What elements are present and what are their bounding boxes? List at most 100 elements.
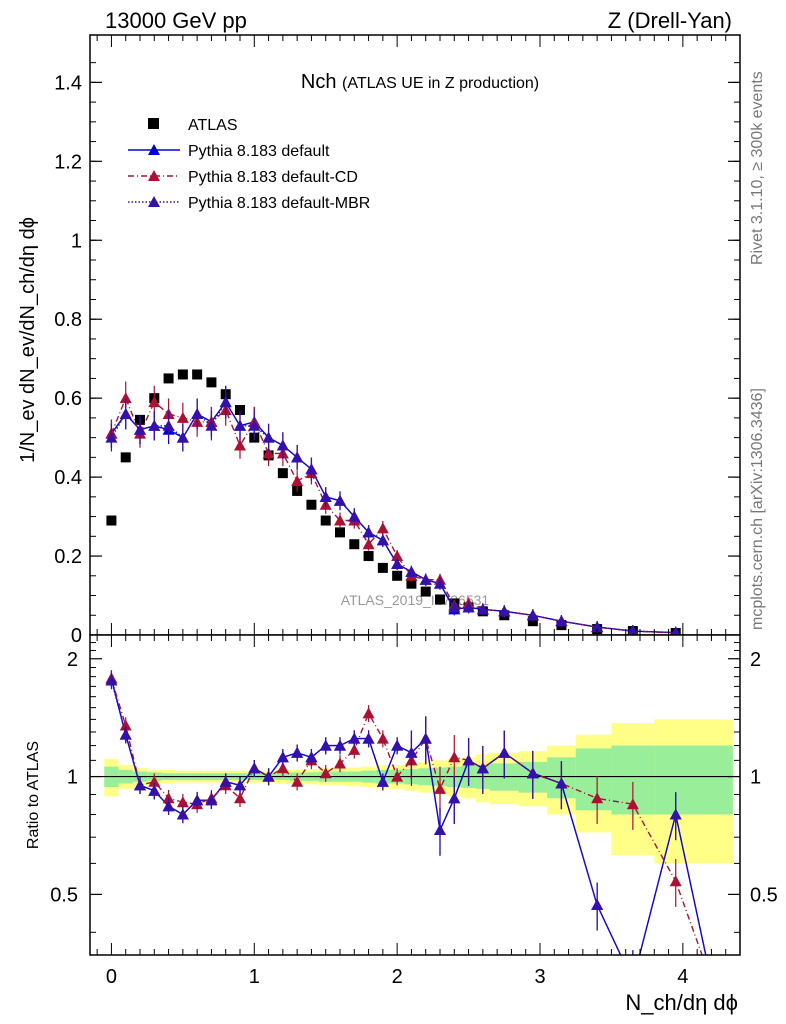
ratio-point-mbr: [526, 767, 539, 779]
ratio-point-mbr: [248, 762, 261, 774]
ratio-point-mbr: [219, 775, 232, 787]
x-tick-label: 0: [106, 966, 117, 988]
mc-data-point-mbr: [462, 601, 475, 613]
x-tick-label: 2: [392, 966, 403, 988]
mc-data-point-cd: [176, 411, 189, 423]
mc-data-point-mbr: [448, 601, 461, 613]
mc-data-point-mbr: [234, 419, 246, 431]
mc-data-point-cd: [234, 439, 246, 451]
mc-data-point-mbr: [176, 431, 189, 443]
atlas-data-point: [349, 539, 360, 550]
x-tick-label: 3: [534, 966, 545, 988]
ratio-point-mbr: [405, 746, 418, 758]
mc-data-point-mbr: [405, 565, 418, 577]
mc-data-point-mbr: [291, 451, 304, 463]
ratio-point-mbr: [462, 754, 475, 766]
mcplots-label: mcplots.cern.ch [arXiv:1306.3436]: [749, 388, 766, 630]
legend-marker: [148, 118, 159, 129]
mc-data-point-cd: [291, 475, 304, 487]
atlas-data-point: [406, 578, 417, 589]
main-y-tick-label: 1.4: [54, 72, 82, 94]
ratio-line-mbr: [110, 680, 707, 955]
header-process: Z (Drell-Yan): [608, 8, 732, 33]
ratio-series-mbr: [105, 672, 707, 955]
mc-data-point-mbr: [591, 621, 604, 633]
mc-data-point-cd: [334, 514, 346, 526]
x-tick-label: 4: [677, 966, 688, 988]
ratio-point-cd: [348, 743, 361, 755]
legend-label: Pythia 8.183 default-MBR: [188, 195, 370, 212]
mc-data-point-cd: [262, 447, 275, 459]
ratio-point-mbr: [276, 751, 289, 763]
mc-data-point-mbr: [334, 494, 346, 506]
mc-data-point-mbr: [348, 510, 361, 522]
mc-data-point-cd: [376, 522, 389, 534]
ratio-panel: 0.5 0.5 1 1 2 2 0 1 2 3 4 Ratio to ATLAS N_ch/dη d…: [25, 634, 778, 1015]
mc-data-point-mbr: [248, 419, 261, 431]
atlas-data-point: [306, 499, 317, 510]
atlas-data-point: [277, 468, 288, 479]
legend-marker: [148, 144, 160, 155]
legend-label: ATLAS: [188, 117, 238, 134]
ratio-point-cd: [626, 798, 639, 810]
atlas-data-point: [363, 551, 374, 562]
ratio-point-mbr: [434, 824, 446, 836]
main-plot-area: [90, 35, 740, 635]
ratio-point-mbr: [162, 800, 175, 812]
mc-data-point-mbr: [526, 609, 539, 621]
ratio-point-cd: [176, 796, 189, 808]
ratio-point-mbr: [376, 775, 389, 787]
x-tick-label: 1: [249, 966, 260, 988]
mc-data-point-mbr: [134, 423, 146, 435]
header-energy: 13000 GeV pp: [105, 8, 247, 33]
ratio-point-cd: [434, 782, 446, 794]
ratio-point-mbr: [205, 794, 218, 806]
ratio-point-mbr: [148, 784, 161, 796]
atlas-data-point: [377, 562, 388, 573]
mc-data-point-mbr: [219, 396, 232, 408]
mc-data-point-mbr: [362, 526, 375, 538]
plot-title: Nch (ATLAS UE in Z production): [301, 71, 539, 93]
mc-data-point-mbr: [498, 605, 511, 617]
atlas-data-point: [177, 369, 188, 380]
mc-data-point-mbr: [419, 573, 432, 585]
mc-data-point-mbr: [205, 419, 218, 431]
main-y-tick-label: 1.2: [54, 151, 82, 173]
mc-data-point-mbr: [191, 407, 204, 419]
mc-data-point-mbr: [148, 419, 161, 431]
mc-data-point-mbr: [305, 463, 318, 475]
ratio-point-mbr: [591, 898, 604, 910]
ratio-point-mbr: [334, 739, 346, 751]
mc-data-point-mbr: [162, 419, 175, 431]
ratio-point-mbr: [262, 770, 275, 782]
ratio-y-tick-label-right: 1: [750, 767, 761, 789]
ratio-point-mbr: [176, 808, 189, 820]
main-panel: Nch (ATLAS UE in Z production) ATLAS_201…: [17, 34, 741, 647]
atlas-data-point: [435, 594, 445, 605]
main-y-tick-label: 0.8: [54, 309, 82, 331]
ratio-point-mbr: [362, 732, 375, 744]
mc-data-point-mbr: [105, 431, 118, 443]
ratio-y-tick-label-right: 2: [750, 649, 761, 671]
ratio-point-cd: [319, 767, 332, 779]
atlas-data-point: [192, 369, 203, 380]
ratio-line-cd: [110, 678, 703, 955]
ratio-point-cd: [119, 719, 132, 731]
ratio-point-mbr: [476, 762, 489, 774]
ratio-point-cd: [376, 732, 389, 744]
mc-data-point-mbr: [555, 615, 568, 627]
ratio-point-cd: [362, 707, 375, 719]
ratio-point-mbr: [498, 746, 511, 758]
legend-marker: [148, 196, 160, 207]
ratio-point-mbr: [119, 728, 132, 740]
ratio-point-cd: [162, 792, 175, 804]
ratio-point-cd: [669, 875, 682, 887]
ratio-y-axis-label: Ratio to ATLAS: [25, 741, 42, 849]
atlas-data-point: [392, 570, 403, 581]
ratio-point-mbr: [234, 779, 246, 791]
main-y-tick-label: 1: [71, 230, 82, 252]
legend-item-cd: Pythia 8.183 default-CD: [128, 169, 358, 186]
uncertainty-band-green: [654, 745, 733, 815]
mc-data-point-mbr: [626, 625, 639, 637]
